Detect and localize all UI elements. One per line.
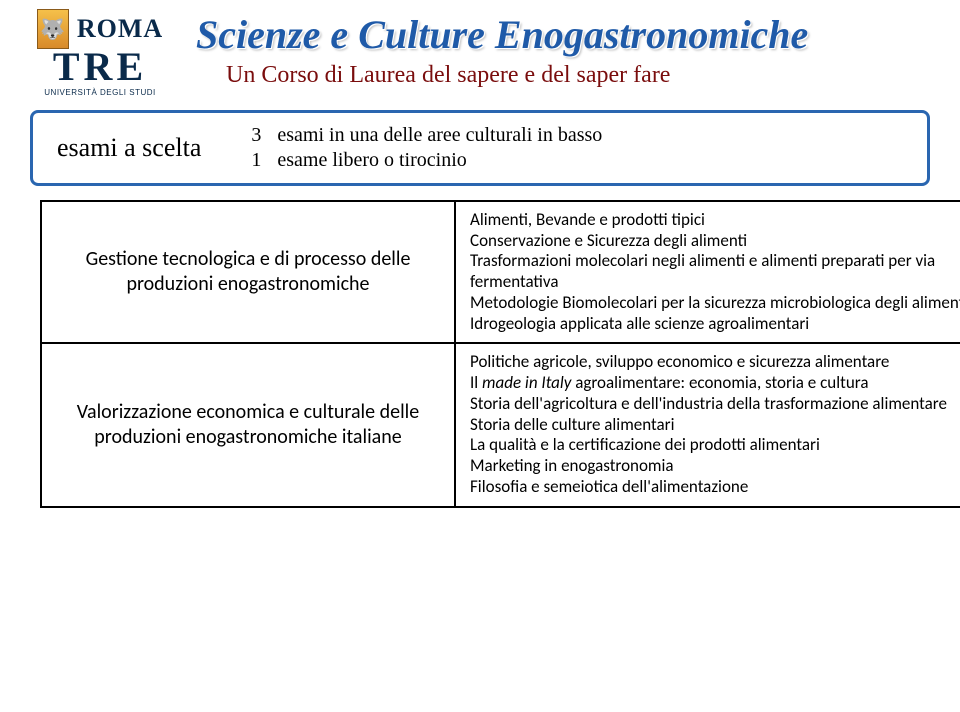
course-item: Trasformazioni molecolari negli alimenti… [470,251,960,292]
university-logo: 🐺 ROMA TRE UNIVERSITÀ DEGLI STUDI [20,8,180,98]
exam-choice-label: esami a scelta [57,133,201,163]
course-item: Conservazione e Sicurezza degli alimenti [470,231,960,252]
course-item: Idrogeologia applicata alle scienze agro… [470,314,960,335]
logo-university-text: UNIVERSITÀ DEGLI STUDI [44,88,155,97]
page-main-title: Scienze e Culture Enogastronomiche [196,14,808,56]
course-item: Metodologie Biomolecolari per la sicurez… [470,293,960,314]
course-item: Marketing in enogastronomia [470,456,960,477]
table-row: Valorizzazione economica e culturale del… [41,343,960,506]
area-name-cell: Gestione tecnologica e di processo delle… [41,201,455,343]
course-item: Storia delle culture alimentari [470,415,960,436]
logo-roma-text: ROMA [77,14,163,44]
course-item: Filosofia e semeiotica dell'alimentazion… [470,477,960,498]
courses-cell: Alimenti, Bevande e prodotti tipici Cons… [455,201,960,343]
course-item: Politiche agricole, sviluppo economico e… [470,352,960,373]
course-item: Il made in Italy agroalimentare: economi… [470,373,960,394]
course-item: Storia dell'agricoltura e dell'industria… [470,394,960,415]
curriculum-table: Gestione tecnologica e di processo delle… [40,200,960,508]
area-name-cell: Valorizzazione economica e culturale del… [41,343,455,506]
course-item: La qualità e la certificazione dei prodo… [470,435,960,456]
course-item: Alimenti, Bevande e prodotti tipici [470,210,960,231]
header: 🐺 ROMA TRE UNIVERSITÀ DEGLI STUDI Scienz… [0,0,960,102]
courses-cell: Politiche agricole, sviluppo economico e… [455,343,960,506]
logo-tre-text: TRE [53,43,147,90]
exam-choice-content: 3 esami in una delle aree culturali in b… [241,123,602,173]
exam-count-2: 1 [241,148,261,173]
exam-text-1: esami in una delle aree culturali in bas… [277,123,602,148]
exam-text-2: esame libero o tirocinio [277,148,602,173]
table-row: Gestione tecnologica e di processo delle… [41,201,960,343]
exam-count-1: 3 [241,123,261,148]
exam-choice-box: esami a scelta 3 esami in una delle aree… [30,110,930,186]
page-subtitle: Un Corso di Laurea del sapere e del sape… [226,62,808,89]
title-block: Scienze e Culture Enogastronomiche Un Co… [196,8,808,89]
